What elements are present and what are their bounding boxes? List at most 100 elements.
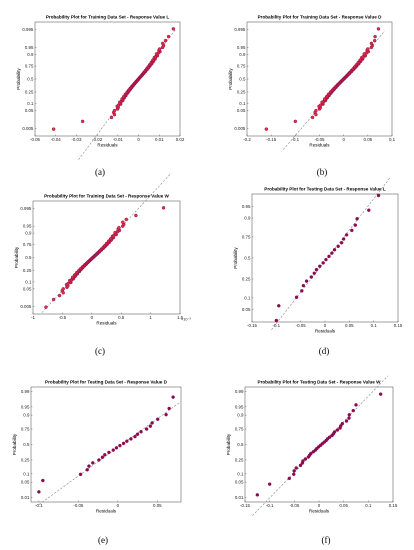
- data-point: [355, 217, 359, 221]
- data-point: [336, 244, 340, 249]
- panel-label: (a): [95, 167, 105, 177]
- y-tick-label: 0.05: [23, 286, 32, 291]
- y-tick-label: 0.75: [235, 427, 244, 432]
- y-tick-label: 0.1: [27, 101, 34, 106]
- data-point: [321, 261, 325, 265]
- data-point: [166, 34, 171, 39]
- data-point: [171, 395, 175, 399]
- data-point: [121, 441, 126, 446]
- x-tick-label: -0.1: [273, 323, 281, 328]
- y-tick-label: 0.75: [23, 242, 32, 247]
- x-tick-label: -0.05: [314, 137, 325, 142]
- x-tick-label: 0.05: [153, 503, 162, 508]
- y-tick-label: 0.5: [25, 255, 32, 260]
- chart-panel-5: Probability Plot for Testing Data Set - …: [12, 380, 182, 545]
- x-axis-label: Residuals: [96, 509, 117, 514]
- y-tick-label: 0.25: [235, 457, 244, 462]
- panel-label: (b): [317, 167, 328, 177]
- data-point: [341, 237, 346, 241]
- x-tick-label: -0.05: [73, 503, 84, 508]
- x-multiplier-label: ×10⁻³: [181, 318, 191, 322]
- data-point: [44, 305, 48, 309]
- data-point: [112, 108, 117, 113]
- data-point: [339, 424, 343, 428]
- data-point: [125, 439, 129, 443]
- y-tick-label: 0.99: [21, 389, 30, 394]
- y-axis-label: Probability: [233, 247, 238, 269]
- x-tick-label: 0: [117, 503, 120, 508]
- y-tick-label: 0.5: [27, 77, 34, 82]
- y-tick-label: 0.1: [23, 471, 30, 476]
- x-tick-label: 0: [137, 137, 140, 142]
- y-tick-label: 0.95: [21, 404, 30, 409]
- x-tick-label: -0.05: [30, 137, 41, 142]
- y-tick-label: 0.75: [21, 427, 30, 432]
- data-point: [292, 472, 296, 476]
- x-tick-label: 0: [324, 323, 327, 328]
- y-tick-label: 0.1: [244, 295, 251, 300]
- y-tick-label: 0.995: [22, 27, 34, 32]
- y-tick-label: 0.99: [235, 389, 244, 394]
- x-tick-label: 1: [149, 315, 152, 320]
- data-point: [161, 206, 166, 210]
- data-point: [274, 318, 279, 323]
- x-tick-label: -0.15: [266, 137, 277, 142]
- y-tick-label: 0.9: [25, 231, 32, 236]
- data-point: [300, 289, 304, 293]
- x-tick-label: 0.01: [155, 137, 164, 142]
- data-point: [354, 403, 358, 407]
- y-tick-label: 0.9: [27, 52, 34, 57]
- data-point: [277, 304, 281, 308]
- data-point: [255, 493, 260, 497]
- y-tick-label: 0.5: [237, 442, 244, 447]
- data-point: [51, 127, 56, 131]
- data-point: [157, 47, 162, 51]
- data-point: [37, 490, 41, 494]
- data-point: [111, 448, 115, 452]
- chart-panel-2: Probability Plot for Training Data Set -…: [228, 15, 396, 178]
- x-tick-label: 0: [342, 137, 345, 142]
- data-point: [327, 254, 331, 259]
- y-tick-label: 0.5: [239, 77, 246, 82]
- data-point: [301, 459, 305, 463]
- data-point: [344, 233, 349, 237]
- plot-area: [251, 193, 399, 323]
- chart-panel-6: Probability Plot for Testing Data Set - …: [226, 375, 398, 545]
- data-point: [91, 461, 95, 465]
- y-axis-label: Probability: [14, 246, 19, 268]
- y-tick-label: 0.75: [25, 64, 34, 69]
- y-tick-label: 0.95: [25, 45, 34, 50]
- chart-title: Probability Plot for Testing Data Set - …: [45, 380, 168, 385]
- y-tick-label: 0.05: [21, 480, 30, 485]
- y-tick-label: 0.995: [234, 27, 246, 32]
- data-point: [344, 419, 349, 423]
- chart-panel-3: Probability Plot for Training Data Set -…: [14, 172, 191, 356]
- x-axis-label: Residuals: [315, 329, 336, 334]
- data-point: [301, 283, 306, 288]
- data-point: [310, 115, 315, 120]
- data-point: [109, 115, 114, 120]
- x-tick-label: -0.05: [289, 503, 300, 508]
- y-tick-label: 0.95: [242, 204, 251, 209]
- y-tick-label: 0.9: [239, 52, 246, 57]
- x-axis-label: Residuals: [309, 509, 330, 514]
- y-tick-label: 0.9: [244, 216, 251, 221]
- x-axis-label: Residuals: [96, 321, 117, 326]
- data-point: [124, 217, 128, 222]
- plot-area: [34, 21, 181, 137]
- data-point: [144, 427, 149, 431]
- data-point: [303, 457, 308, 461]
- chart-panel-4: Probability Plot for Testing Data Set - …: [233, 176, 403, 356]
- y-tick-label: 0.25: [21, 457, 30, 462]
- x-tick-label: 0.1: [389, 137, 396, 142]
- y-tick-label: 0.75: [237, 64, 246, 69]
- data-point: [267, 482, 272, 486]
- data-point: [134, 213, 138, 218]
- data-point: [135, 432, 140, 436]
- data-point: [330, 251, 334, 255]
- y-tick-label: 0.25: [242, 277, 251, 282]
- data-point: [298, 463, 303, 468]
- panel-label: (f): [322, 535, 331, 545]
- data-point: [294, 466, 298, 470]
